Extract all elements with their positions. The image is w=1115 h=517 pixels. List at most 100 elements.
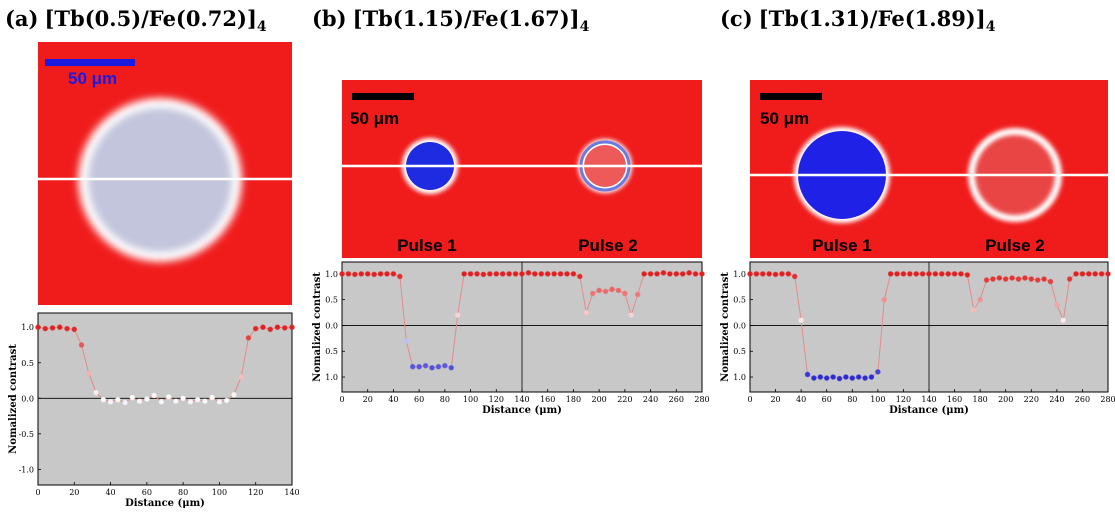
data-point [894, 271, 900, 277]
panel-title: (a) [Tb(0.5)/Fe(0.72)]4 [5, 6, 267, 35]
data-point [223, 397, 230, 404]
data-point [202, 398, 208, 404]
data-point [843, 374, 849, 380]
data-point [461, 271, 467, 277]
data-point [945, 271, 951, 277]
data-point [951, 271, 958, 277]
data-point [384, 271, 390, 277]
data-point [409, 363, 416, 370]
data-point [429, 364, 435, 371]
y-tick-label: 0.5 [733, 296, 746, 305]
panel-letter: (c) [720, 6, 753, 31]
data-point [231, 391, 237, 398]
data-point [129, 394, 136, 401]
x-tick-label: 200 [998, 395, 1013, 404]
x-tick-label: 80 [847, 395, 857, 404]
y-axis-label: Nomalized contrast [8, 344, 19, 454]
y-tick-label: -0.5 [19, 430, 34, 439]
x-tick-label: 60 [414, 395, 424, 404]
data-point [538, 271, 545, 277]
subscript: 4 [257, 19, 267, 35]
x-tick-label: 120 [489, 395, 504, 404]
data-point [1092, 271, 1099, 277]
pulse-label: Pulse 1 [397, 236, 457, 255]
data-point [173, 398, 179, 404]
data-point [919, 271, 926, 277]
y-tick-label: 1.0 [21, 323, 34, 332]
x-tick-label: 180 [566, 395, 581, 404]
data-point [798, 317, 804, 324]
y-tick-label: 0.5 [325, 296, 338, 305]
data-point [759, 271, 766, 277]
data-point [830, 374, 836, 380]
data-point [1073, 271, 1079, 277]
data-point [86, 370, 92, 377]
data-point [907, 271, 913, 277]
formula: [Tb(1.15)/Fe(1.67)] [353, 6, 580, 31]
data-point [144, 396, 150, 402]
data-point [403, 338, 410, 344]
data-point [817, 374, 824, 380]
pulse-label: Pulse 2 [985, 236, 1045, 255]
data-point [964, 272, 971, 278]
data-point [970, 307, 977, 313]
pulse-label: Pulse 1 [812, 236, 872, 255]
data-point [187, 399, 194, 405]
data-point [862, 375, 868, 381]
data-point [107, 399, 114, 405]
x-tick-label: 20 [69, 488, 79, 497]
data-point [525, 270, 532, 276]
x-tick-label: 280 [694, 395, 709, 404]
x-tick-label: 280 [1100, 395, 1115, 404]
x-axis-label: Distance (μm) [482, 405, 562, 416]
data-point [267, 326, 274, 333]
data-point [122, 399, 128, 406]
data-point [932, 271, 939, 277]
x-axis-label: Distance (μm) [889, 405, 969, 416]
data-point [557, 271, 564, 277]
data-point [609, 286, 615, 293]
data-point [958, 271, 964, 277]
x-tick-label: 100 [212, 488, 227, 497]
data-point [996, 275, 1003, 281]
data-point [64, 325, 70, 332]
data-point [849, 375, 856, 381]
x-tick-label: 0 [339, 395, 344, 404]
pulse-label: Pulse 2 [578, 236, 638, 255]
data-point [165, 394, 172, 400]
data-point [390, 271, 397, 277]
data-point [364, 271, 371, 277]
panel-title: (b) [Tb(1.15)/Fe(1.67)]4 [312, 6, 590, 35]
data-point [772, 271, 779, 278]
data-point [377, 271, 384, 277]
scale-bar [352, 93, 414, 100]
y-tick-label: 1.0 [733, 270, 746, 279]
data-point [1022, 275, 1028, 281]
data-point [667, 271, 673, 277]
scale-bar [45, 59, 135, 66]
x-tick-label: 160 [947, 395, 962, 404]
data-point [823, 375, 830, 381]
data-point [42, 325, 49, 332]
data-point [628, 312, 635, 318]
x-tick-label: 100 [870, 395, 885, 404]
data-point [622, 290, 628, 297]
data-point [983, 277, 990, 283]
panel-letter: (a) [5, 6, 38, 31]
x-tick-label: 260 [1075, 395, 1090, 404]
data-point [1009, 275, 1015, 281]
data-point [747, 271, 753, 277]
data-point [93, 389, 99, 396]
data-point [926, 271, 932, 277]
data-point [136, 398, 143, 404]
data-point [289, 324, 295, 331]
data-point [252, 325, 259, 332]
x-tick-label: 20 [770, 395, 780, 404]
x-tick-label: 120 [896, 395, 911, 404]
data-point [442, 362, 448, 369]
data-point [1105, 271, 1111, 277]
data-point [1034, 277, 1041, 283]
y-tick-label: 1.0 [325, 270, 338, 279]
data-point [1060, 317, 1067, 324]
